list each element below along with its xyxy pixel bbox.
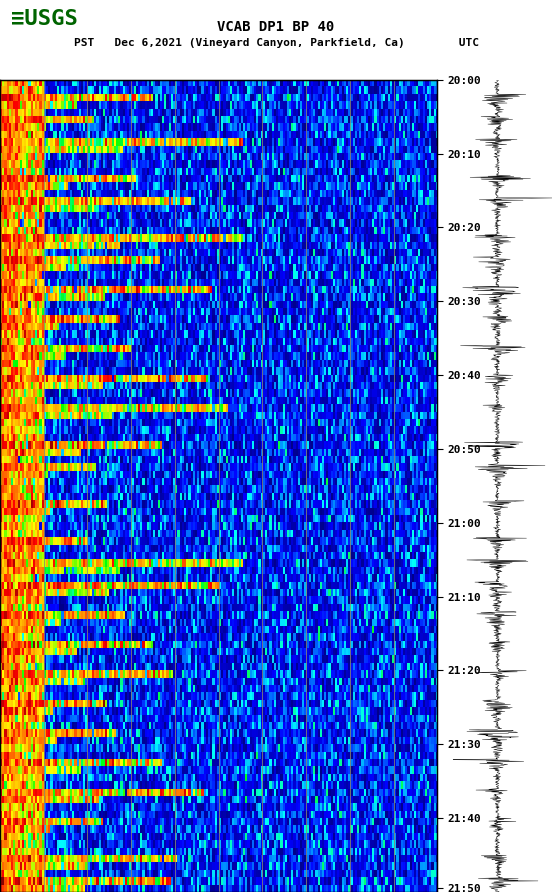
Text: VCAB DP1 BP 40: VCAB DP1 BP 40 [217, 21, 335, 34]
Text: ≡USGS: ≡USGS [11, 9, 78, 29]
Text: PST   Dec 6,2021 (Vineyard Canyon, Parkfield, Ca)        UTC: PST Dec 6,2021 (Vineyard Canyon, Parkfie… [73, 37, 479, 48]
